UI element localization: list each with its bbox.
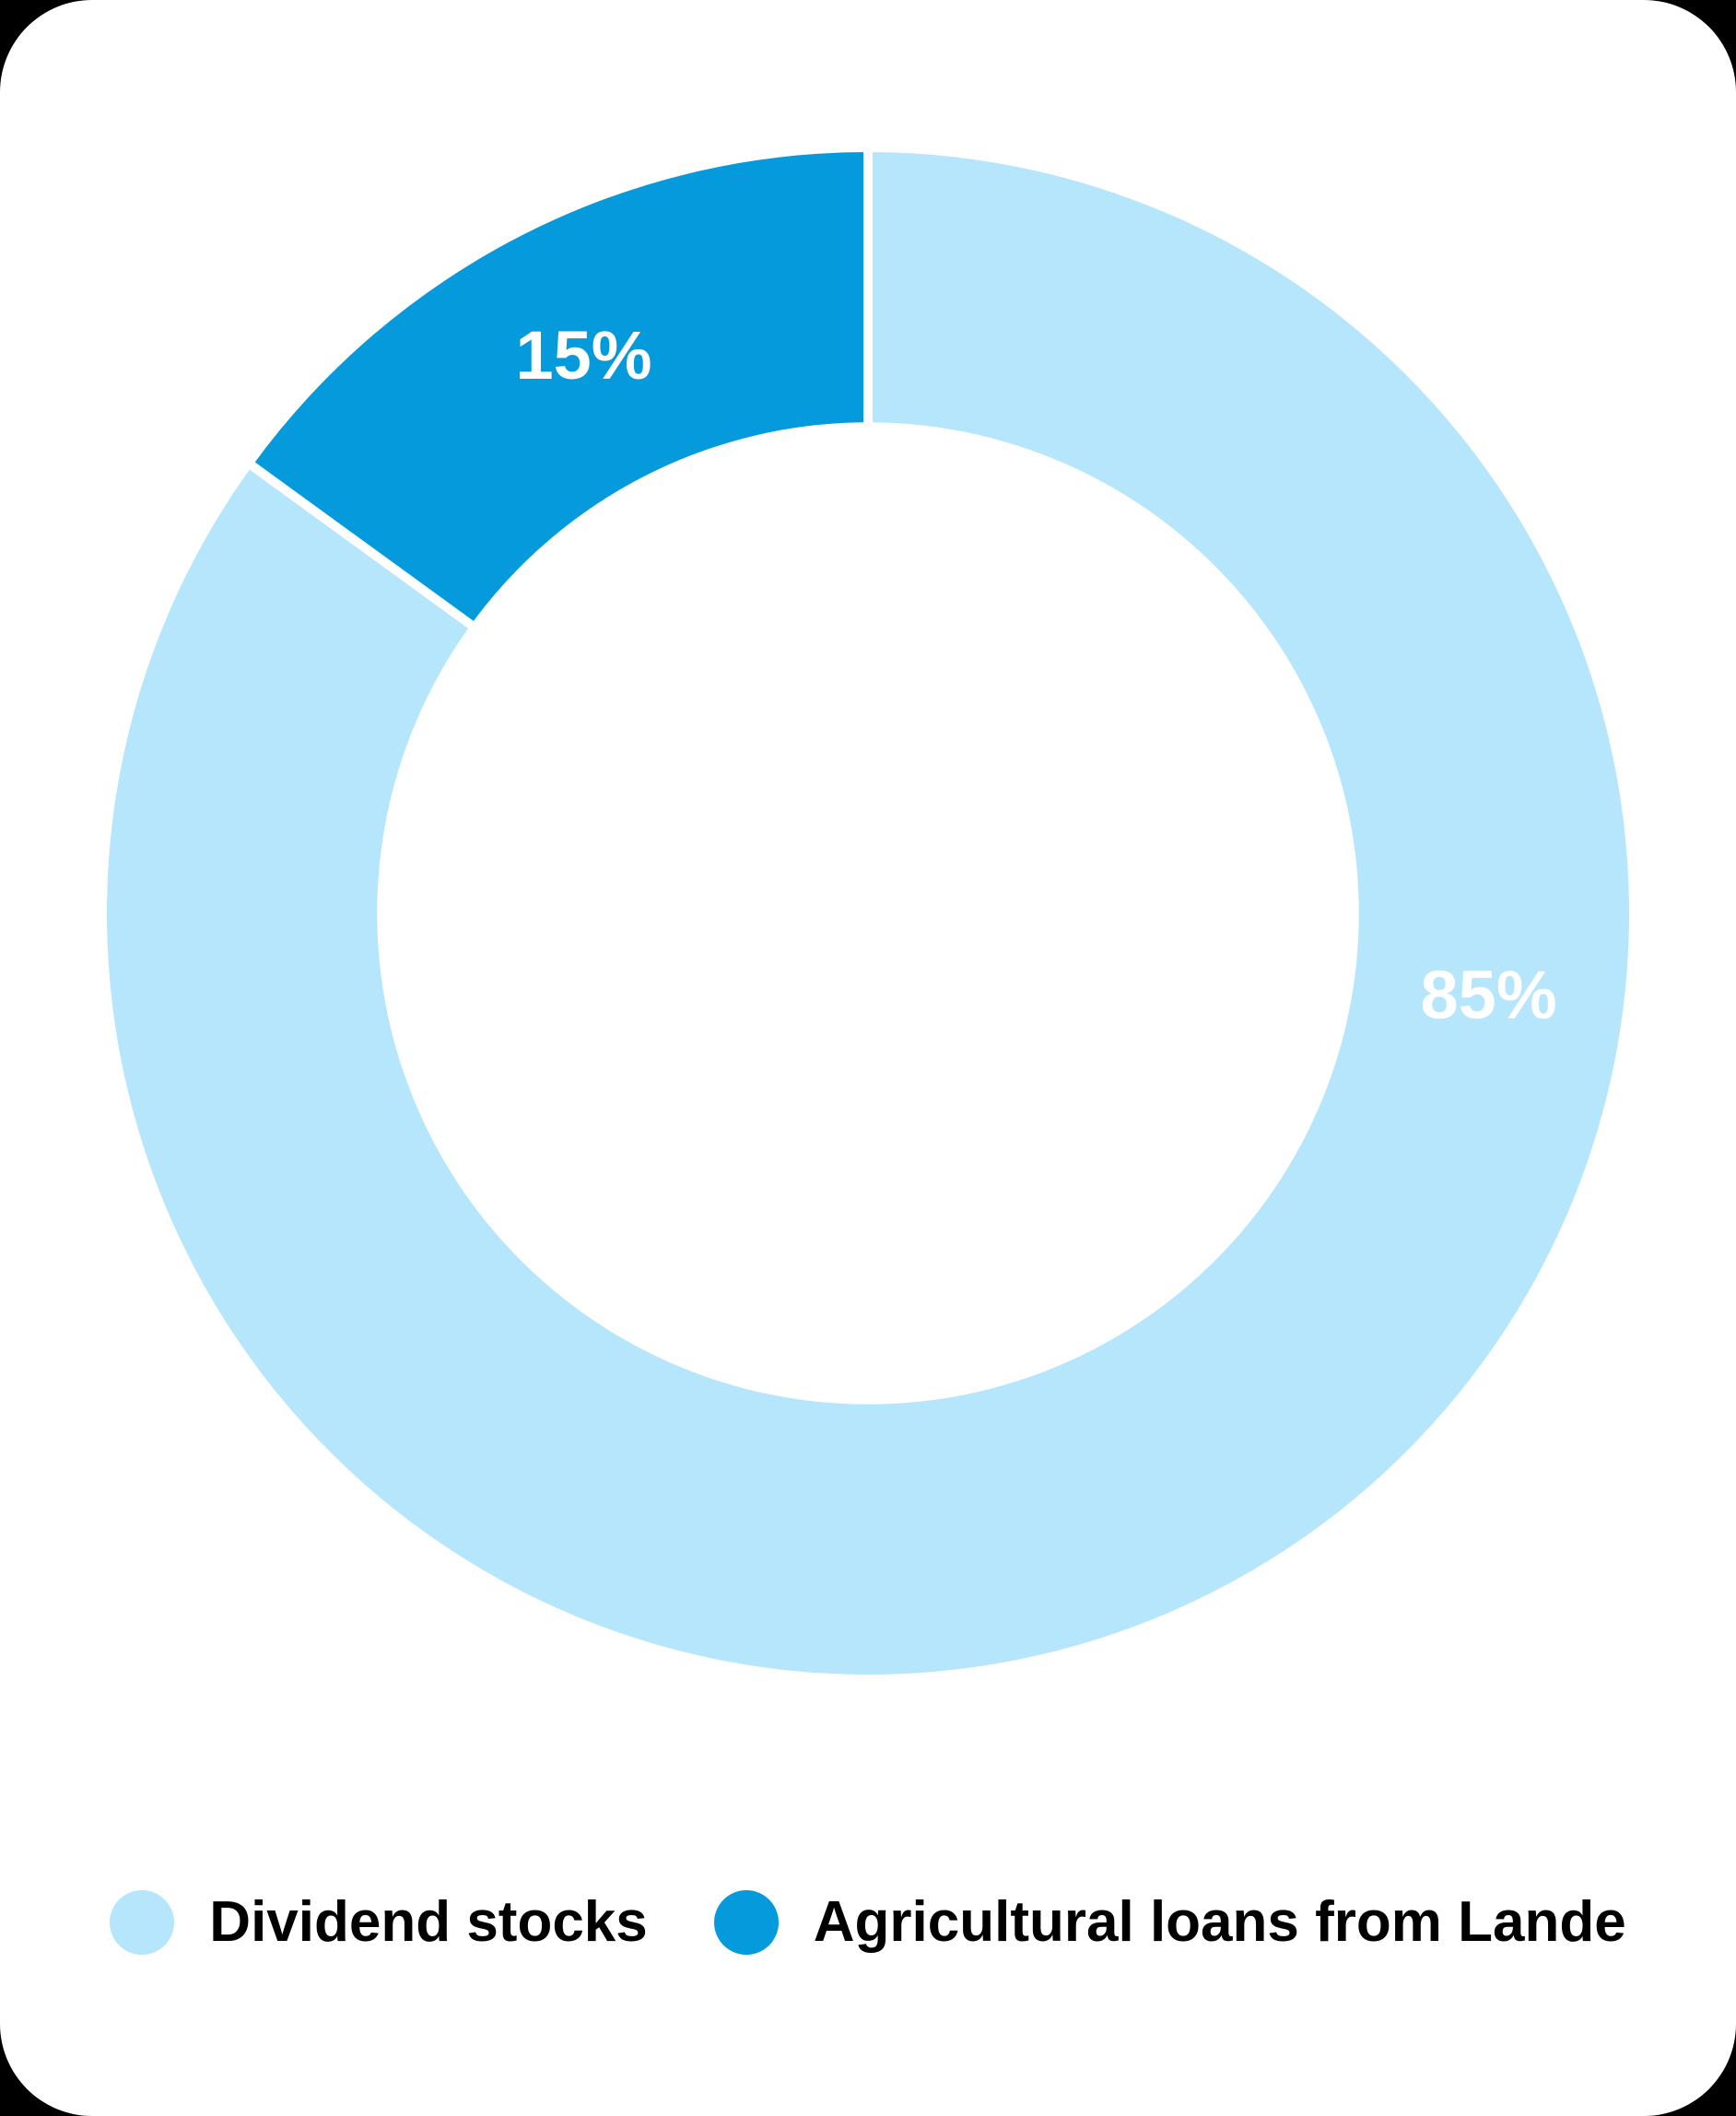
slice-gap-line <box>244 458 489 640</box>
legend-label-agricultural-loans: Agricultural loans from Lande <box>813 1890 1626 1954</box>
slice-percent-label: 85% <box>1421 957 1557 1033</box>
chart-legend: Dividend stocks Agricultural loans from … <box>0 1889 1736 1955</box>
legend-item-agricultural-loans: Agricultural loans from Lande <box>713 1889 1626 1955</box>
donut-slice <box>106 152 1630 1675</box>
legend-swatch-dividend-stocks <box>110 1889 175 1955</box>
legend-label-dividend-stocks: Dividend stocks <box>209 1890 648 1954</box>
legend-swatch-agricultural-loans <box>713 1889 779 1955</box>
donut-slice <box>252 152 868 625</box>
legend-item-dividend-stocks: Dividend stocks <box>110 1889 648 1955</box>
slice-percent-label: 15% <box>516 317 652 394</box>
